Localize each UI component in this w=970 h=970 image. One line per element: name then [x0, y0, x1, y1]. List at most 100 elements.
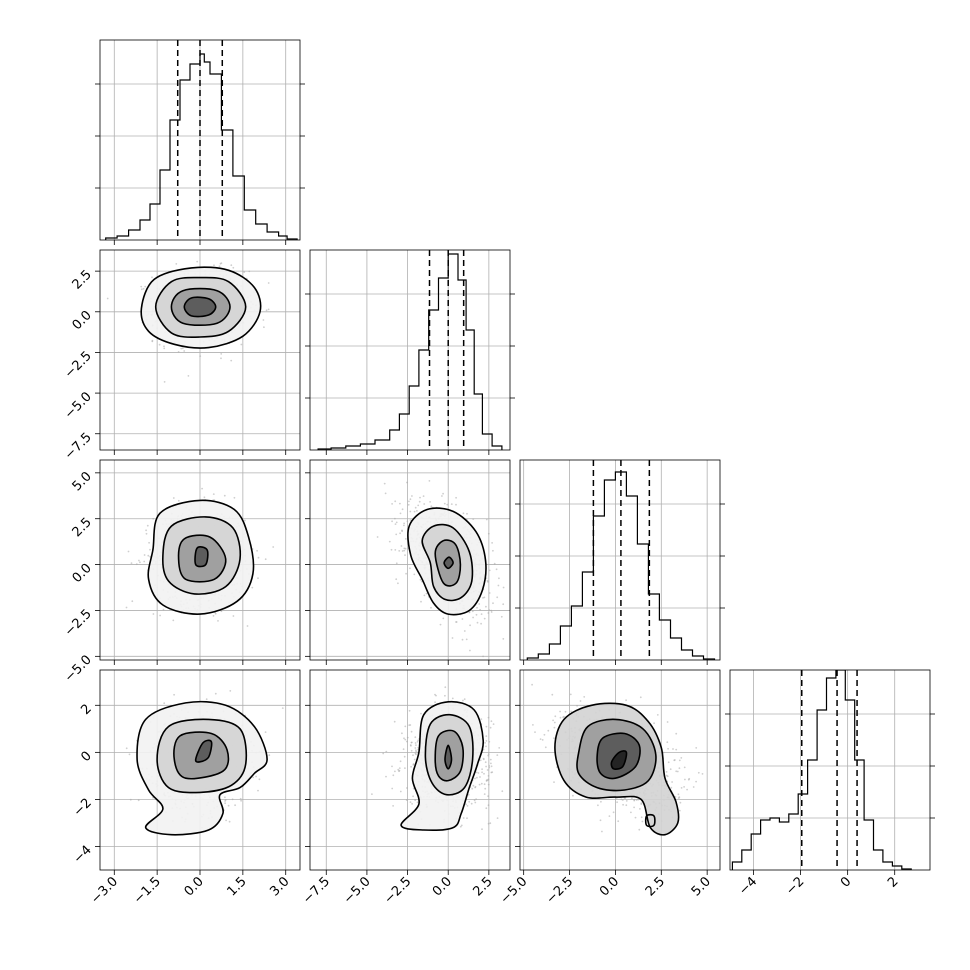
scatter-point [484, 787, 487, 790]
scatter-point [490, 765, 493, 768]
scatter-point [483, 617, 486, 620]
scatter-point [223, 494, 226, 497]
scatter-point [399, 512, 402, 515]
histogram-step [105, 53, 298, 240]
scatter-point [125, 747, 128, 750]
scatter-point [476, 776, 478, 779]
scatter-point [667, 761, 670, 764]
scatter-point [399, 502, 401, 505]
scatter-point [487, 822, 490, 825]
scatter-point [461, 638, 464, 641]
pair-panel-1-0 [99, 245, 301, 451]
scatter-point [487, 532, 490, 535]
scatter-point [148, 541, 151, 544]
scatter-point [187, 375, 190, 377]
scatter-point [151, 340, 154, 343]
scatter-point [451, 637, 454, 639]
scatter-point [487, 775, 490, 777]
scatter-point [608, 815, 611, 817]
scatter-point [393, 720, 396, 723]
scatter-point [669, 768, 672, 771]
scatter-point [680, 757, 683, 759]
scatter-point [413, 573, 416, 576]
scatter-point [442, 617, 445, 620]
scatter-point [496, 817, 499, 819]
scatter-point [172, 497, 175, 499]
scatter-point [414, 747, 417, 749]
scatter-point [408, 709, 411, 712]
scatter-point [405, 572, 407, 575]
scatter-point [399, 532, 401, 535]
scatter-point [414, 742, 417, 744]
scatter-point [485, 740, 488, 742]
scatter-point [391, 787, 394, 790]
scatter-point [388, 540, 391, 543]
scatter-point [406, 787, 408, 789]
scatter-point [455, 503, 457, 506]
scatter-point [415, 744, 417, 746]
scatter-point [470, 802, 473, 805]
histogram-panel-3 [729, 669, 935, 871]
scatter-point [480, 718, 483, 720]
pair-plot-area [310, 670, 510, 870]
scatter-point [414, 752, 417, 755]
scatter-point [491, 771, 494, 774]
scatter-point [500, 615, 503, 618]
scatter-point [248, 270, 251, 273]
scatter-point [409, 498, 412, 501]
scatter-point [462, 512, 465, 515]
scatter-point [409, 567, 411, 570]
scatter-point [131, 600, 134, 603]
scatter-point [667, 747, 669, 750]
histogram-panel-0 [99, 39, 305, 241]
scatter-point [428, 480, 431, 482]
scatter-point [281, 707, 284, 709]
scatter-point [412, 763, 415, 765]
histogram-step [317, 253, 503, 450]
scatter-point [597, 804, 599, 807]
scatter-point [474, 785, 477, 788]
scatter-point [390, 548, 393, 551]
scatter-point [409, 519, 412, 521]
contour-line [170, 287, 231, 327]
scatter-point [240, 799, 243, 802]
scatter-point [662, 751, 665, 754]
scatter-point [476, 621, 479, 624]
scatter-point [404, 738, 407, 741]
scatter-point [468, 611, 471, 614]
scatter-point [420, 712, 422, 715]
histogram-panel-2 [519, 459, 725, 661]
density-fill [195, 740, 212, 763]
scatter-point [163, 381, 166, 383]
scatter-point [483, 783, 486, 786]
scatter-point [127, 550, 130, 553]
scatter-point [175, 263, 178, 265]
scatter-point [485, 765, 487, 768]
scatter-point [551, 693, 554, 696]
scatter-point [411, 741, 413, 744]
axes-frame [729, 669, 931, 871]
scatter-point [394, 549, 397, 551]
scatter-point [237, 245, 239, 247]
scatter-point [268, 754, 271, 757]
scatter-point [143, 554, 146, 556]
scatter-point [212, 493, 215, 495]
scatter-point [472, 784, 475, 787]
pair-panel-3-1 [309, 669, 511, 871]
scatter-point [480, 613, 483, 615]
scatter-point [411, 803, 413, 805]
scatter-point [376, 536, 379, 538]
scatter-point [149, 548, 151, 551]
scatter-point [205, 698, 208, 701]
scatter-point [398, 767, 401, 769]
scatter-point [487, 754, 490, 757]
scatter-point [227, 804, 230, 807]
scatter-point [128, 753, 131, 756]
scatter-point [401, 732, 403, 735]
scatter-point [501, 790, 504, 793]
pair-panel-2-0 [99, 459, 301, 661]
scatter-point [442, 492, 444, 495]
scatter-point [147, 554, 150, 557]
scatter-point [399, 760, 402, 763]
scatter-point [395, 562, 398, 565]
